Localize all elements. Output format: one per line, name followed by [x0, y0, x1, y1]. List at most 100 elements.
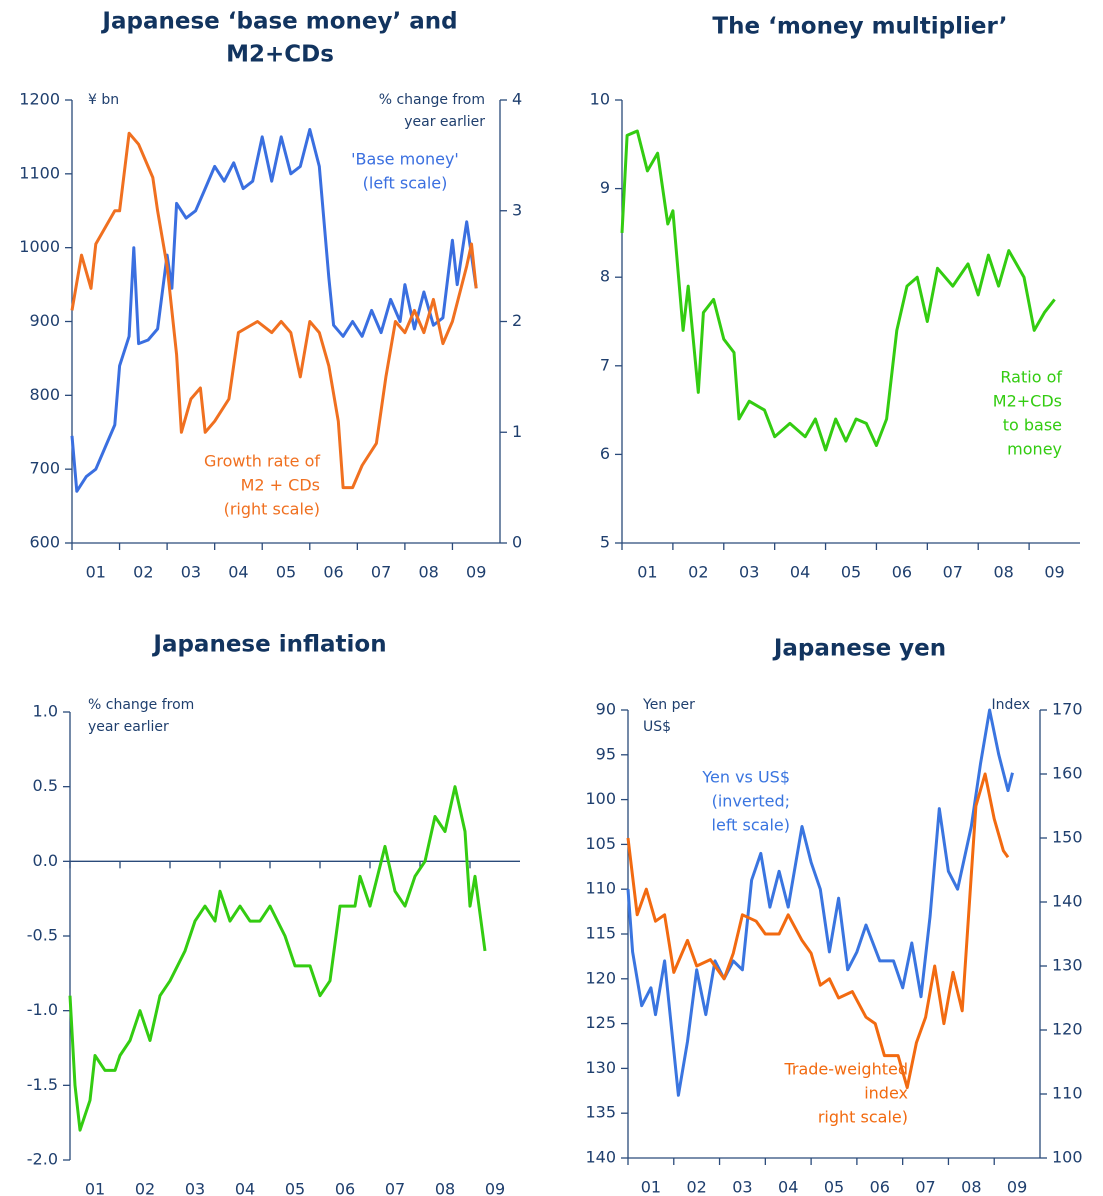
- series-label: M2 + CDs: [241, 476, 320, 495]
- chart-title: Japanese yen: [772, 636, 946, 662]
- x-tick-label: 07: [371, 563, 391, 582]
- x-tick-label: 03: [181, 563, 201, 582]
- series-label: right scale): [818, 1108, 908, 1127]
- y-tick-label: 0.0: [33, 851, 58, 870]
- y-tick-label: 135: [585, 1103, 616, 1122]
- y2-tick-label: 120: [1052, 1020, 1083, 1039]
- chart-title: The ‘money multiplier’: [712, 14, 1007, 40]
- series-label: left scale): [712, 816, 790, 835]
- axis-unit: year earlier: [404, 114, 485, 130]
- series-line: [68, 785, 487, 1132]
- y-tick-label: 120: [585, 968, 616, 987]
- series-label: to base: [1003, 416, 1062, 435]
- y-tick-label: -2.0: [27, 1150, 58, 1169]
- x-tick-label: 09: [1007, 1178, 1027, 1196]
- y-tick-label: 1.0: [33, 702, 58, 721]
- y2-tick-label: 140: [1052, 892, 1083, 911]
- axis-unit: Yen per: [642, 697, 695, 713]
- x-tick-label: 05: [285, 1180, 305, 1196]
- y-tick-label: 6: [600, 444, 610, 463]
- series-line: [626, 708, 1014, 1097]
- axis-unit: ¥ bn: [88, 92, 119, 108]
- x-tick-label: 06: [335, 1180, 355, 1196]
- y-tick-label: 110: [585, 879, 616, 898]
- y-tick-label: 0.5: [33, 776, 58, 795]
- y-tick-label: -1.0: [27, 1000, 58, 1019]
- x-tick-label: 05: [824, 1178, 844, 1196]
- series-label: (left scale): [363, 174, 448, 193]
- y-tick-label: 105: [585, 834, 616, 853]
- x-tick-label: 09: [1044, 563, 1064, 582]
- series-label: money: [1007, 440, 1062, 459]
- y-tick-label: 7: [600, 355, 610, 374]
- x-tick-label: 09: [485, 1180, 505, 1196]
- series-label: Ratio of: [1000, 368, 1062, 387]
- x-tick-label: 02: [133, 563, 153, 582]
- chart-title: Japanese ‘base money’ and: [100, 9, 457, 35]
- x-tick-label: 08: [418, 563, 438, 582]
- y2-tick-label: 100: [1052, 1148, 1083, 1167]
- y-tick-label: 5: [600, 533, 610, 552]
- x-tick-label: 01: [637, 563, 657, 582]
- x-tick-label: 03: [739, 563, 759, 582]
- y-tick-label: 1200: [19, 90, 60, 109]
- y-tick-label: 90: [596, 700, 616, 719]
- series-label: 'Base money': [351, 150, 459, 169]
- y-tick-label: 1000: [19, 237, 60, 256]
- y2-tick-label: 110: [1052, 1084, 1083, 1103]
- series-line: [70, 131, 478, 490]
- y-tick-label: 600: [29, 533, 60, 552]
- y-tick-label: 8: [600, 267, 610, 286]
- x-tick-label: 08: [961, 1178, 981, 1196]
- x-tick-label: 04: [778, 1178, 798, 1196]
- chart: Japanese yen Yen per US$ Index 140 135 130 125 1…: [585, 636, 1082, 1196]
- y-tick-label: 900: [29, 311, 60, 330]
- series-line: [70, 128, 478, 493]
- series-label: Growth rate of: [204, 452, 320, 471]
- x-tick-label: 04: [790, 563, 810, 582]
- chart: Japanese ‘base money’ and M2+CDs ¥ bn % cha…: [19, 9, 522, 582]
- y-tick-label: 1100: [19, 163, 60, 182]
- x-tick-label: 07: [385, 1180, 405, 1196]
- axis-unit: Index: [991, 697, 1030, 713]
- chart: Japanese inflation % change from year earl…: [27, 632, 520, 1196]
- x-tick-label: 01: [85, 1180, 105, 1196]
- x-tick-label: 06: [892, 563, 912, 582]
- x-tick-label: 08: [993, 563, 1013, 582]
- y2-tick-label: 3: [512, 200, 522, 219]
- x-tick-label: 06: [870, 1178, 890, 1196]
- chart-title: Japanese inflation: [151, 632, 386, 658]
- x-tick-label: 06: [323, 563, 343, 582]
- x-tick-label: 01: [641, 1178, 661, 1196]
- x-tick-label: 01: [86, 563, 106, 582]
- series-label: Trade-weighted: [783, 1060, 908, 1079]
- y-tick-label: 100: [585, 789, 616, 808]
- x-tick-label: 02: [135, 1180, 155, 1196]
- y-tick-label: -1.5: [27, 1075, 58, 1094]
- y-tick-label: -0.5: [27, 926, 58, 945]
- y-tick-label: 800: [29, 385, 60, 404]
- y-tick-label: 95: [596, 744, 616, 763]
- y2-tick-label: 1: [512, 422, 522, 441]
- x-tick-label: 07: [915, 1178, 935, 1196]
- chart-title: M2+CDs: [226, 42, 334, 68]
- series-label: (inverted;: [712, 792, 790, 811]
- chart: The ‘money multiplier’ 5 6 7 8 9 10 01 02 03 04 05 0…: [590, 14, 1080, 582]
- y-tick-label: 9: [600, 178, 610, 197]
- x-tick-label: 04: [228, 563, 248, 582]
- y2-tick-label: 0: [512, 533, 522, 552]
- series-label: (right scale): [224, 500, 320, 519]
- y2-tick-label: 160: [1052, 764, 1083, 783]
- y-tick-label: 115: [585, 924, 616, 943]
- series-line: [626, 772, 1010, 1090]
- y-tick-label: 10: [590, 90, 610, 109]
- axis-unit: % change from: [379, 92, 485, 108]
- x-tick-label: 02: [688, 563, 708, 582]
- series-label: M2+CDs: [993, 392, 1062, 411]
- x-tick-label: 09: [466, 563, 486, 582]
- axis-unit: US$: [643, 719, 671, 735]
- y-tick-label: 140: [585, 1148, 616, 1167]
- series-label: index: [864, 1084, 908, 1103]
- series-label: Yen vs US$: [701, 768, 790, 787]
